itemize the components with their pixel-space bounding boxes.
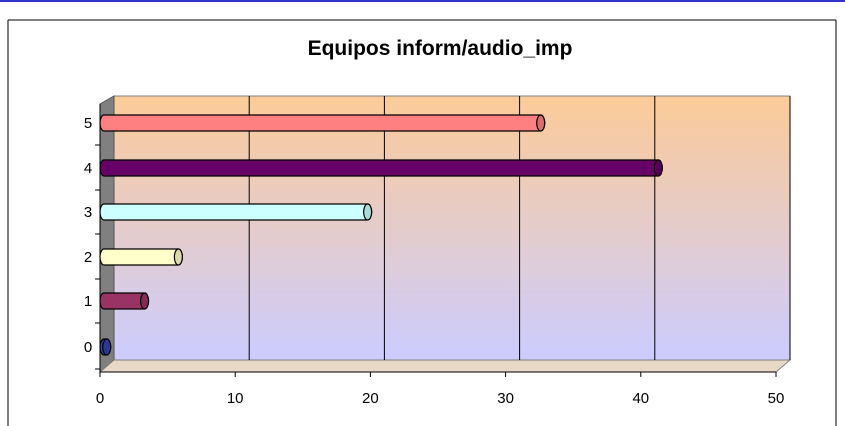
x-tick-label: 20 <box>362 390 379 407</box>
bar-end-cap <box>653 159 663 177</box>
bar-category-3 <box>99 203 373 221</box>
x-tick-label: 30 <box>497 390 514 407</box>
y-tick-label: 3 <box>84 204 92 221</box>
x-tick-label: 0 <box>96 390 104 407</box>
bar-end-cap <box>173 248 183 266</box>
gridlines <box>248 96 791 360</box>
bar-end-cap <box>363 203 373 221</box>
bar-end-cap <box>102 338 112 356</box>
y-tick-label: 2 <box>84 249 92 266</box>
bar-end-cap <box>536 114 546 132</box>
bar-category-5 <box>99 114 546 132</box>
bar-end-cap <box>139 292 150 310</box>
x-tick-label: 50 <box>768 390 785 407</box>
x-tick-label: 40 <box>632 390 649 407</box>
bars <box>99 114 663 356</box>
x-tick-label: 10 <box>227 390 244 407</box>
y-tick-label: 4 <box>84 160 92 177</box>
plot-side-wall <box>99 95 115 374</box>
plot-floor <box>98 359 792 373</box>
y-tick-label: 0 <box>84 339 92 356</box>
y-tick-label: 5 <box>84 115 92 132</box>
chart-title: Equipos inform/audio_imp <box>308 37 573 60</box>
bar-category-4 <box>99 159 663 177</box>
y-axis-ticks: 0 1 2 3 4 5 <box>84 115 100 370</box>
x-axis-ticks: 0 10 20 30 40 50 <box>96 372 785 407</box>
y-tick-label: 1 <box>84 293 92 310</box>
plot-back-wall <box>113 95 791 361</box>
bar-category-2 <box>99 248 183 266</box>
